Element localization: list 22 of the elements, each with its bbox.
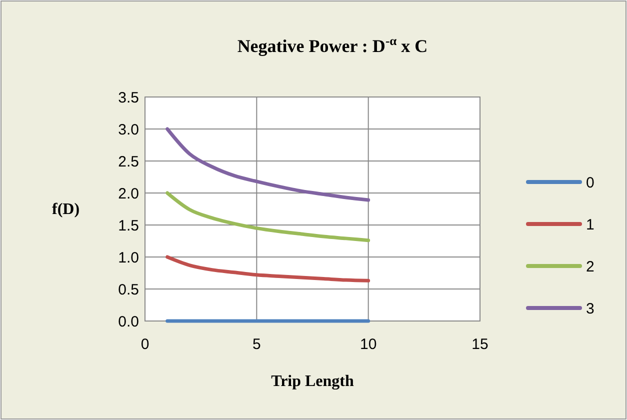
y-tick-label: 0.5 (118, 281, 139, 298)
x-axis-title: Trip Length (271, 373, 354, 390)
line-series (166, 255, 370, 282)
y-tick-label: 2.0 (118, 185, 139, 202)
legend-label: 3 (586, 300, 594, 318)
x-tick-label: 10 (360, 336, 377, 353)
x-tick-label: 5 (252, 336, 261, 353)
legend-label: 1 (586, 216, 594, 234)
x-tick-label: 0 (140, 336, 150, 353)
y-tick-label: 1.0 (118, 249, 139, 266)
y-tick-label: 2.5 (118, 153, 139, 170)
y-tick-label: 3.5 (118, 89, 139, 106)
y-tick-label: 3.0 (118, 121, 139, 138)
y-tick-label: 1.5 (118, 217, 139, 234)
legend-label: 0 (586, 174, 594, 192)
x-tick-label: 15 (472, 336, 488, 353)
y-axis-title: f(D) (52, 201, 80, 218)
chart-title: Negative Power : D$^{-α}$ x C (237, 34, 428, 56)
legend-label: 2 (586, 258, 594, 276)
line-series (166, 127, 370, 202)
y-tick-label: 0.0 (118, 313, 139, 330)
line-series (166, 191, 370, 242)
